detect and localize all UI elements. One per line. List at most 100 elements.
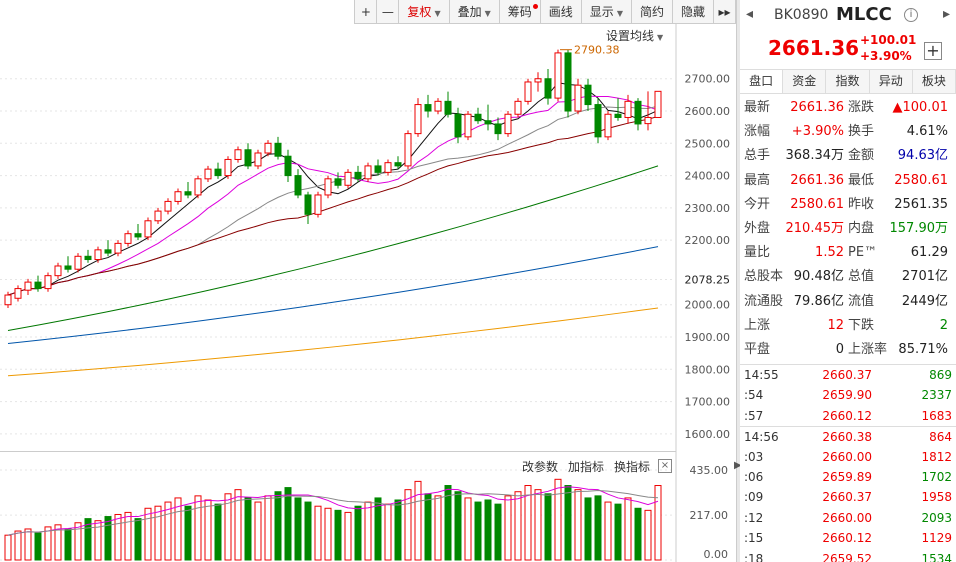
chevron-down-icon: ▼	[484, 9, 491, 18]
quote-cell: 最高 2661.36	[744, 169, 848, 193]
quote-row: 最新 2661.36 涨跌 ▲100.01	[744, 96, 952, 120]
volume-bar	[44, 526, 52, 561]
info-icon[interactable]: i	[904, 8, 918, 22]
panel-tabs: 盘口 资金 指数 异动 板块	[740, 70, 956, 94]
quote-label: 总手	[744, 148, 771, 164]
candle-body	[654, 90, 662, 118]
candle-body	[144, 220, 152, 238]
tick-list[interactable]: 14:55 2660.37 869:54 2659.90 2337:57 2660.12 1…	[740, 364, 956, 562]
quote-row: 最高 2661.36 最低 2580.61	[744, 169, 952, 193]
switch-indicator-button[interactable]: 换指标	[614, 460, 651, 474]
tick-volume: 1129	[921, 531, 952, 546]
overlay-button[interactable]: 叠加 ▼	[449, 0, 500, 24]
candle-body	[374, 165, 382, 173]
zoom-out-button[interactable]: —	[377, 0, 400, 24]
volume-bar	[344, 511, 352, 561]
simple-mode-button[interactable]: 简约	[631, 0, 673, 24]
chart-toolbar: + — 复权 ▼ 叠加 ▼ 筹码 画线 显示 ▼ 简约 隐藏 ▸▸	[354, 0, 736, 24]
quote-cell: 金额 94.63亿	[848, 144, 952, 168]
display-button[interactable]: 显示 ▼	[581, 0, 632, 24]
quote-value: 1.52	[815, 245, 844, 261]
volume-bar	[114, 513, 122, 561]
tick-row: :06 2659.89 1702	[740, 467, 956, 487]
overlay-label: 叠加	[457, 5, 482, 19]
tab-index[interactable]: 指数	[826, 70, 870, 93]
candle-body	[384, 162, 392, 173]
candle-body	[464, 113, 472, 138]
zoom-in-button[interactable]: +	[355, 0, 378, 24]
candle-body	[564, 52, 572, 112]
volume-bar	[614, 503, 622, 561]
panel-divider[interactable]	[736, 0, 740, 562]
volume-bar	[154, 505, 162, 561]
quote-label: 下跌	[848, 317, 875, 333]
volume-bar	[74, 522, 82, 561]
volume-bar	[384, 503, 392, 561]
quote-label: 昨收	[848, 196, 875, 212]
candle-body	[64, 265, 72, 270]
tick-time: :06	[744, 470, 764, 485]
quote-cell: 最低 2580.61	[848, 169, 952, 193]
quote-cell: 最新 2661.36	[744, 96, 848, 120]
ma-settings-button[interactable]: 设置均线 ▼	[606, 27, 663, 44]
quote-label: 今开	[744, 196, 771, 212]
volume-bar	[34, 532, 42, 561]
volume-bar	[544, 493, 552, 561]
tab-movement[interactable]: 异动	[869, 70, 913, 93]
quote-value: 2	[939, 317, 948, 333]
tick-volume: 864	[929, 430, 952, 445]
volume-bar	[244, 497, 252, 561]
candle-body	[124, 233, 132, 244]
volume-bar	[424, 493, 432, 561]
next-stock-icon[interactable]: ▸	[942, 6, 950, 22]
add-indicator-button[interactable]: 加指标	[568, 460, 605, 474]
candle-body	[454, 113, 462, 138]
prev-stock-icon[interactable]: ◂	[746, 6, 754, 22]
add-watchlist-button[interactable]: +	[924, 42, 942, 60]
candle-body	[574, 84, 582, 112]
tab-sector[interactable]: 板块	[912, 70, 956, 93]
hide-button[interactable]: 隐藏	[672, 0, 714, 24]
tab-funds[interactable]: 资金	[783, 70, 827, 93]
quote-label: 换手	[848, 124, 875, 140]
volume-bar	[514, 491, 522, 561]
tick-volume: 1812	[921, 449, 952, 464]
tick-volume: 1683	[921, 408, 952, 423]
quote-value: +3.90%	[791, 124, 844, 140]
tick-row: :15 2660.12 1129	[740, 528, 956, 548]
kline-chart[interactable]: 2700.00 2600.00 2500.00 2400.00 2300.00 2200.…	[0, 0, 736, 562]
tick-price: 2660.00	[822, 449, 872, 464]
price-change: +100.01	[860, 33, 917, 47]
candle-body	[424, 104, 432, 112]
quote-label: 平盘	[744, 341, 771, 357]
ma-settings-label: 设置均线	[606, 29, 655, 43]
tick-time: :09	[744, 490, 764, 505]
volume-bar	[634, 507, 642, 561]
tab-pankou[interactable]: 盘口	[740, 70, 784, 93]
draw-line-button[interactable]: 画线	[540, 0, 582, 24]
chips-button[interactable]: 筹码	[499, 0, 541, 24]
expand-icon[interactable]: ▸▸	[714, 0, 736, 24]
tick-price: 2660.38	[822, 430, 872, 445]
volume-bar	[604, 501, 612, 561]
tick-price: 2660.37	[822, 490, 872, 505]
candle-body	[164, 200, 172, 212]
tick-time: :03	[744, 449, 764, 464]
change-params-button[interactable]: 改参数	[522, 460, 559, 474]
tick-time: :54	[744, 388, 764, 403]
collapse-arrow-icon[interactable]: ▶	[734, 460, 742, 471]
quote-value: 368.34万	[785, 148, 845, 164]
candle-body	[194, 178, 202, 196]
volume-tick-label: 0.00	[704, 548, 729, 561]
tick-volume: 2337	[921, 388, 952, 403]
candle-body	[234, 149, 242, 160]
quote-cell: 流通股 79.86亿	[744, 290, 848, 314]
volume-bar	[294, 497, 302, 561]
quote-cell: 平盘 0	[744, 338, 848, 362]
kline-chart-area[interactable]: 2700.00 2600.00 2500.00 2400.00 2300.00 2200.…	[0, 0, 736, 562]
fuquan-button[interactable]: 复权 ▼	[399, 0, 450, 24]
tick-row: :03 2660.00 1812	[740, 447, 956, 467]
close-icon[interactable]: ×	[658, 459, 672, 473]
tick-time: :57	[744, 408, 764, 423]
quote-row: 今开 2580.61 昨收 2561.35	[744, 193, 952, 217]
